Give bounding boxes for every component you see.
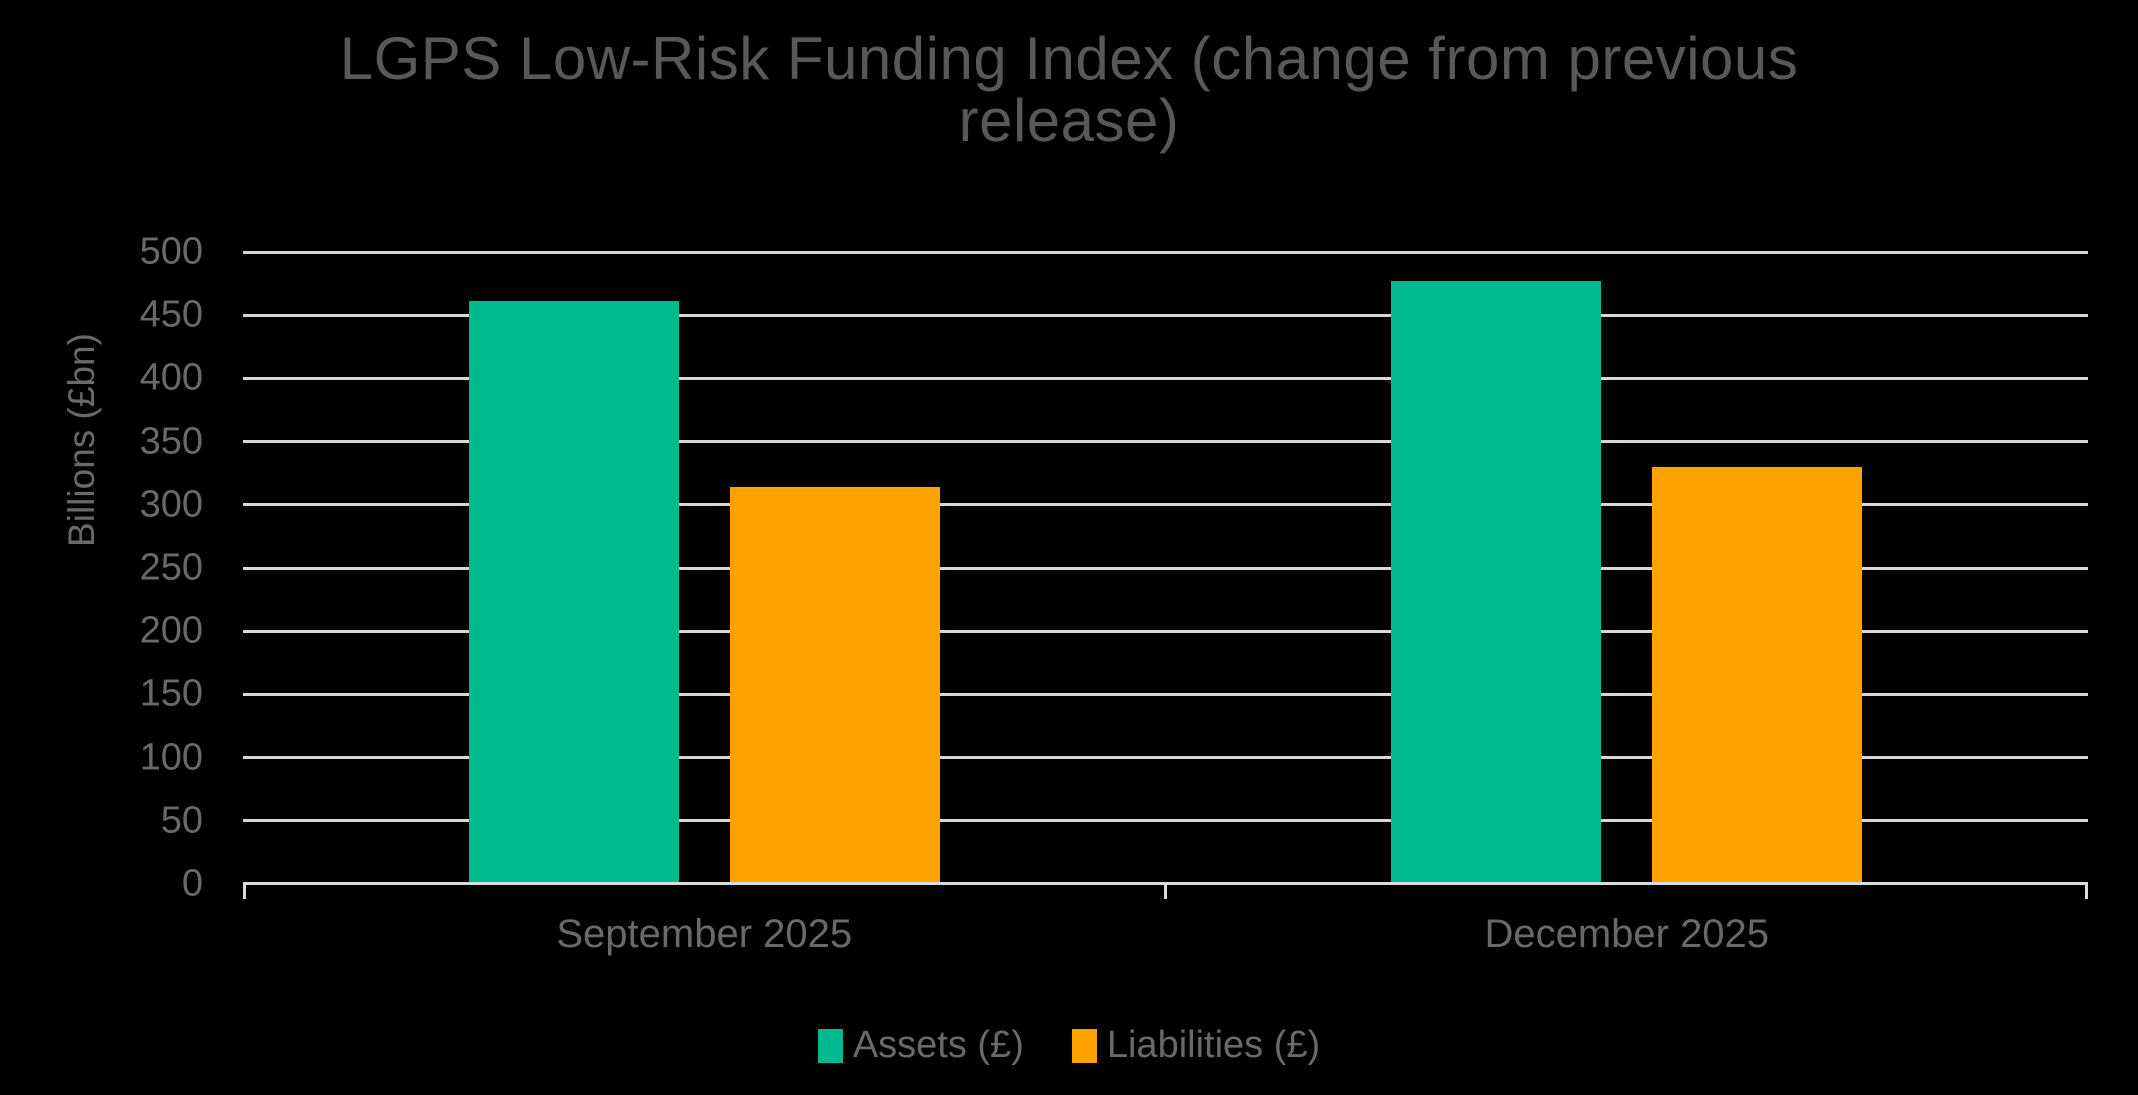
category-label-december-2025: December 2025	[1484, 912, 1770, 956]
y-tick-label-500: 500	[139, 230, 203, 273]
gridline-150	[243, 692, 2088, 696]
y-tick-label-100: 100	[139, 736, 203, 779]
gridline-400	[243, 376, 2088, 380]
x-axis-tick-2	[2085, 885, 2088, 899]
y-tick-label-300: 300	[139, 483, 203, 526]
y-tick-label-350: 350	[139, 420, 203, 463]
y-tick-label-50: 50	[160, 799, 203, 842]
bar-liabilities-september-2025	[729, 487, 940, 884]
category-label-september-2025: September 2025	[556, 912, 853, 956]
gridline-250	[243, 566, 2088, 570]
gridline-350	[243, 440, 2088, 444]
gridline-50	[243, 819, 2088, 823]
legend: Assets (£) Liabilities (£)	[0, 1024, 2138, 1067]
legend-label-liabilities: Liabilities (£)	[1106, 1024, 1321, 1066]
y-axis-title: Billions (£bn)	[61, 333, 102, 547]
gridline-200	[243, 629, 2088, 633]
x-axis-tick-0	[243, 885, 246, 899]
x-axis-baseline	[243, 882, 2088, 885]
legend-swatch-liabilities	[1071, 1028, 1097, 1063]
legend-item-liabilities: Liabilities (£)	[1071, 1024, 1321, 1067]
legend-label-assets: Assets (£)	[852, 1024, 1024, 1066]
legend-swatch-assets	[817, 1028, 843, 1063]
gridline-300	[243, 503, 2088, 507]
chart-title: LGPS Low-Risk Funding Index (change from…	[339, 25, 1799, 154]
gridline-450	[243, 313, 2088, 317]
plot-area: 0 50 100 150 200 250 300 350 400 450 500	[140, 231, 2088, 905]
legend-item-assets: Assets (£)	[817, 1024, 1024, 1067]
bar-liabilities-december-2025	[1652, 466, 1863, 884]
gridline-500	[243, 250, 2088, 254]
y-tick-label-400: 400	[139, 356, 203, 399]
y-tick-label-150: 150	[139, 672, 203, 715]
y-tick-label-0: 0	[181, 862, 203, 905]
x-axis-tick-1	[1164, 885, 1167, 899]
y-tick-label-200: 200	[139, 609, 203, 652]
y-tick-label-450: 450	[139, 293, 203, 336]
y-tick-label-250: 250	[139, 546, 203, 589]
bar-assets-september-2025	[468, 301, 679, 884]
bar-assets-december-2025	[1391, 281, 1602, 884]
gridline-100	[243, 756, 2088, 760]
